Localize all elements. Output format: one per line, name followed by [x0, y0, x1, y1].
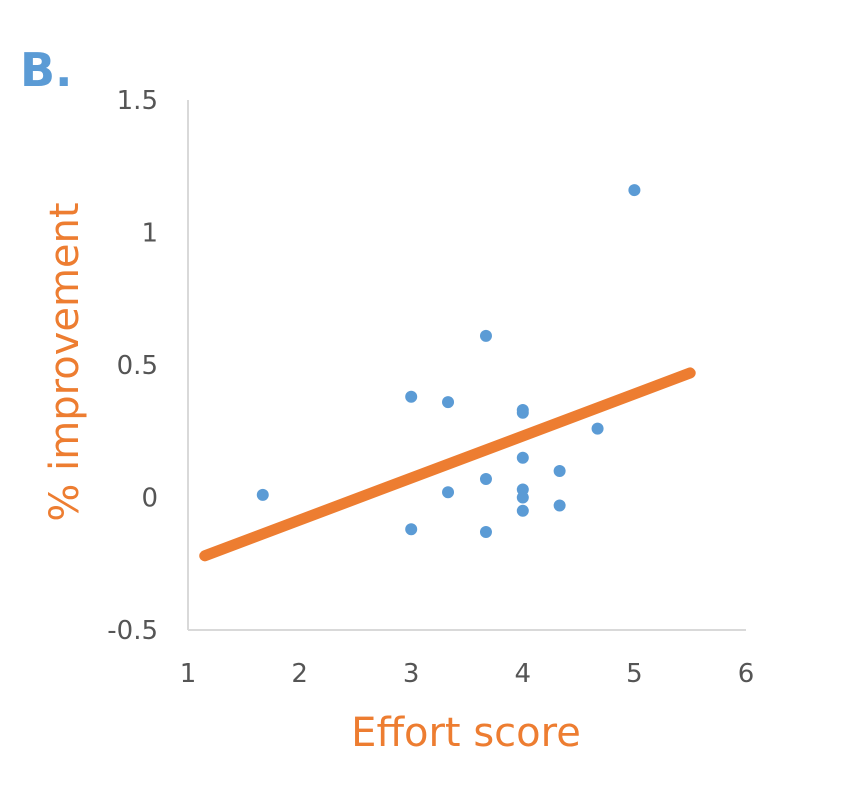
data-point [516, 406, 529, 419]
data-point [516, 491, 529, 504]
data-point [516, 451, 529, 464]
x-tick-label: 2 [291, 659, 308, 689]
y-tick-labels: 1.5 1 0.5 0 -0.5 [107, 86, 158, 646]
data-points [256, 184, 641, 538]
data-point [553, 499, 566, 512]
x-tick-label: 1 [180, 659, 197, 689]
x-tick-label: 6 [738, 659, 755, 689]
data-point [628, 184, 641, 197]
y-tick-label: 1 [141, 219, 158, 249]
data-point [591, 422, 604, 435]
data-point [479, 329, 492, 342]
data-point [442, 486, 455, 499]
y-axis-title: % improvement [42, 202, 88, 521]
x-tick-labels: 1 2 3 4 5 6 [180, 659, 755, 689]
y-tick-label: 0 [141, 484, 158, 514]
panel-label: B. [20, 43, 73, 97]
data-point [553, 465, 566, 477]
axes [187, 100, 746, 631]
y-tick-label: 1.5 [117, 86, 158, 116]
x-axis-title: Effort score [351, 710, 581, 756]
x-tick-label: 5 [626, 659, 643, 689]
x-tick-label: 4 [515, 659, 532, 689]
data-point [442, 396, 455, 409]
data-point [479, 525, 492, 538]
data-point [479, 472, 492, 485]
trendline [199, 367, 696, 562]
y-tick-label: -0.5 [107, 616, 158, 646]
data-point [256, 488, 269, 501]
data-point [405, 523, 418, 536]
data-point [405, 390, 418, 403]
y-tick-label: 0.5 [117, 351, 158, 381]
data-point [516, 504, 529, 517]
x-tick-label: 3 [403, 659, 420, 689]
